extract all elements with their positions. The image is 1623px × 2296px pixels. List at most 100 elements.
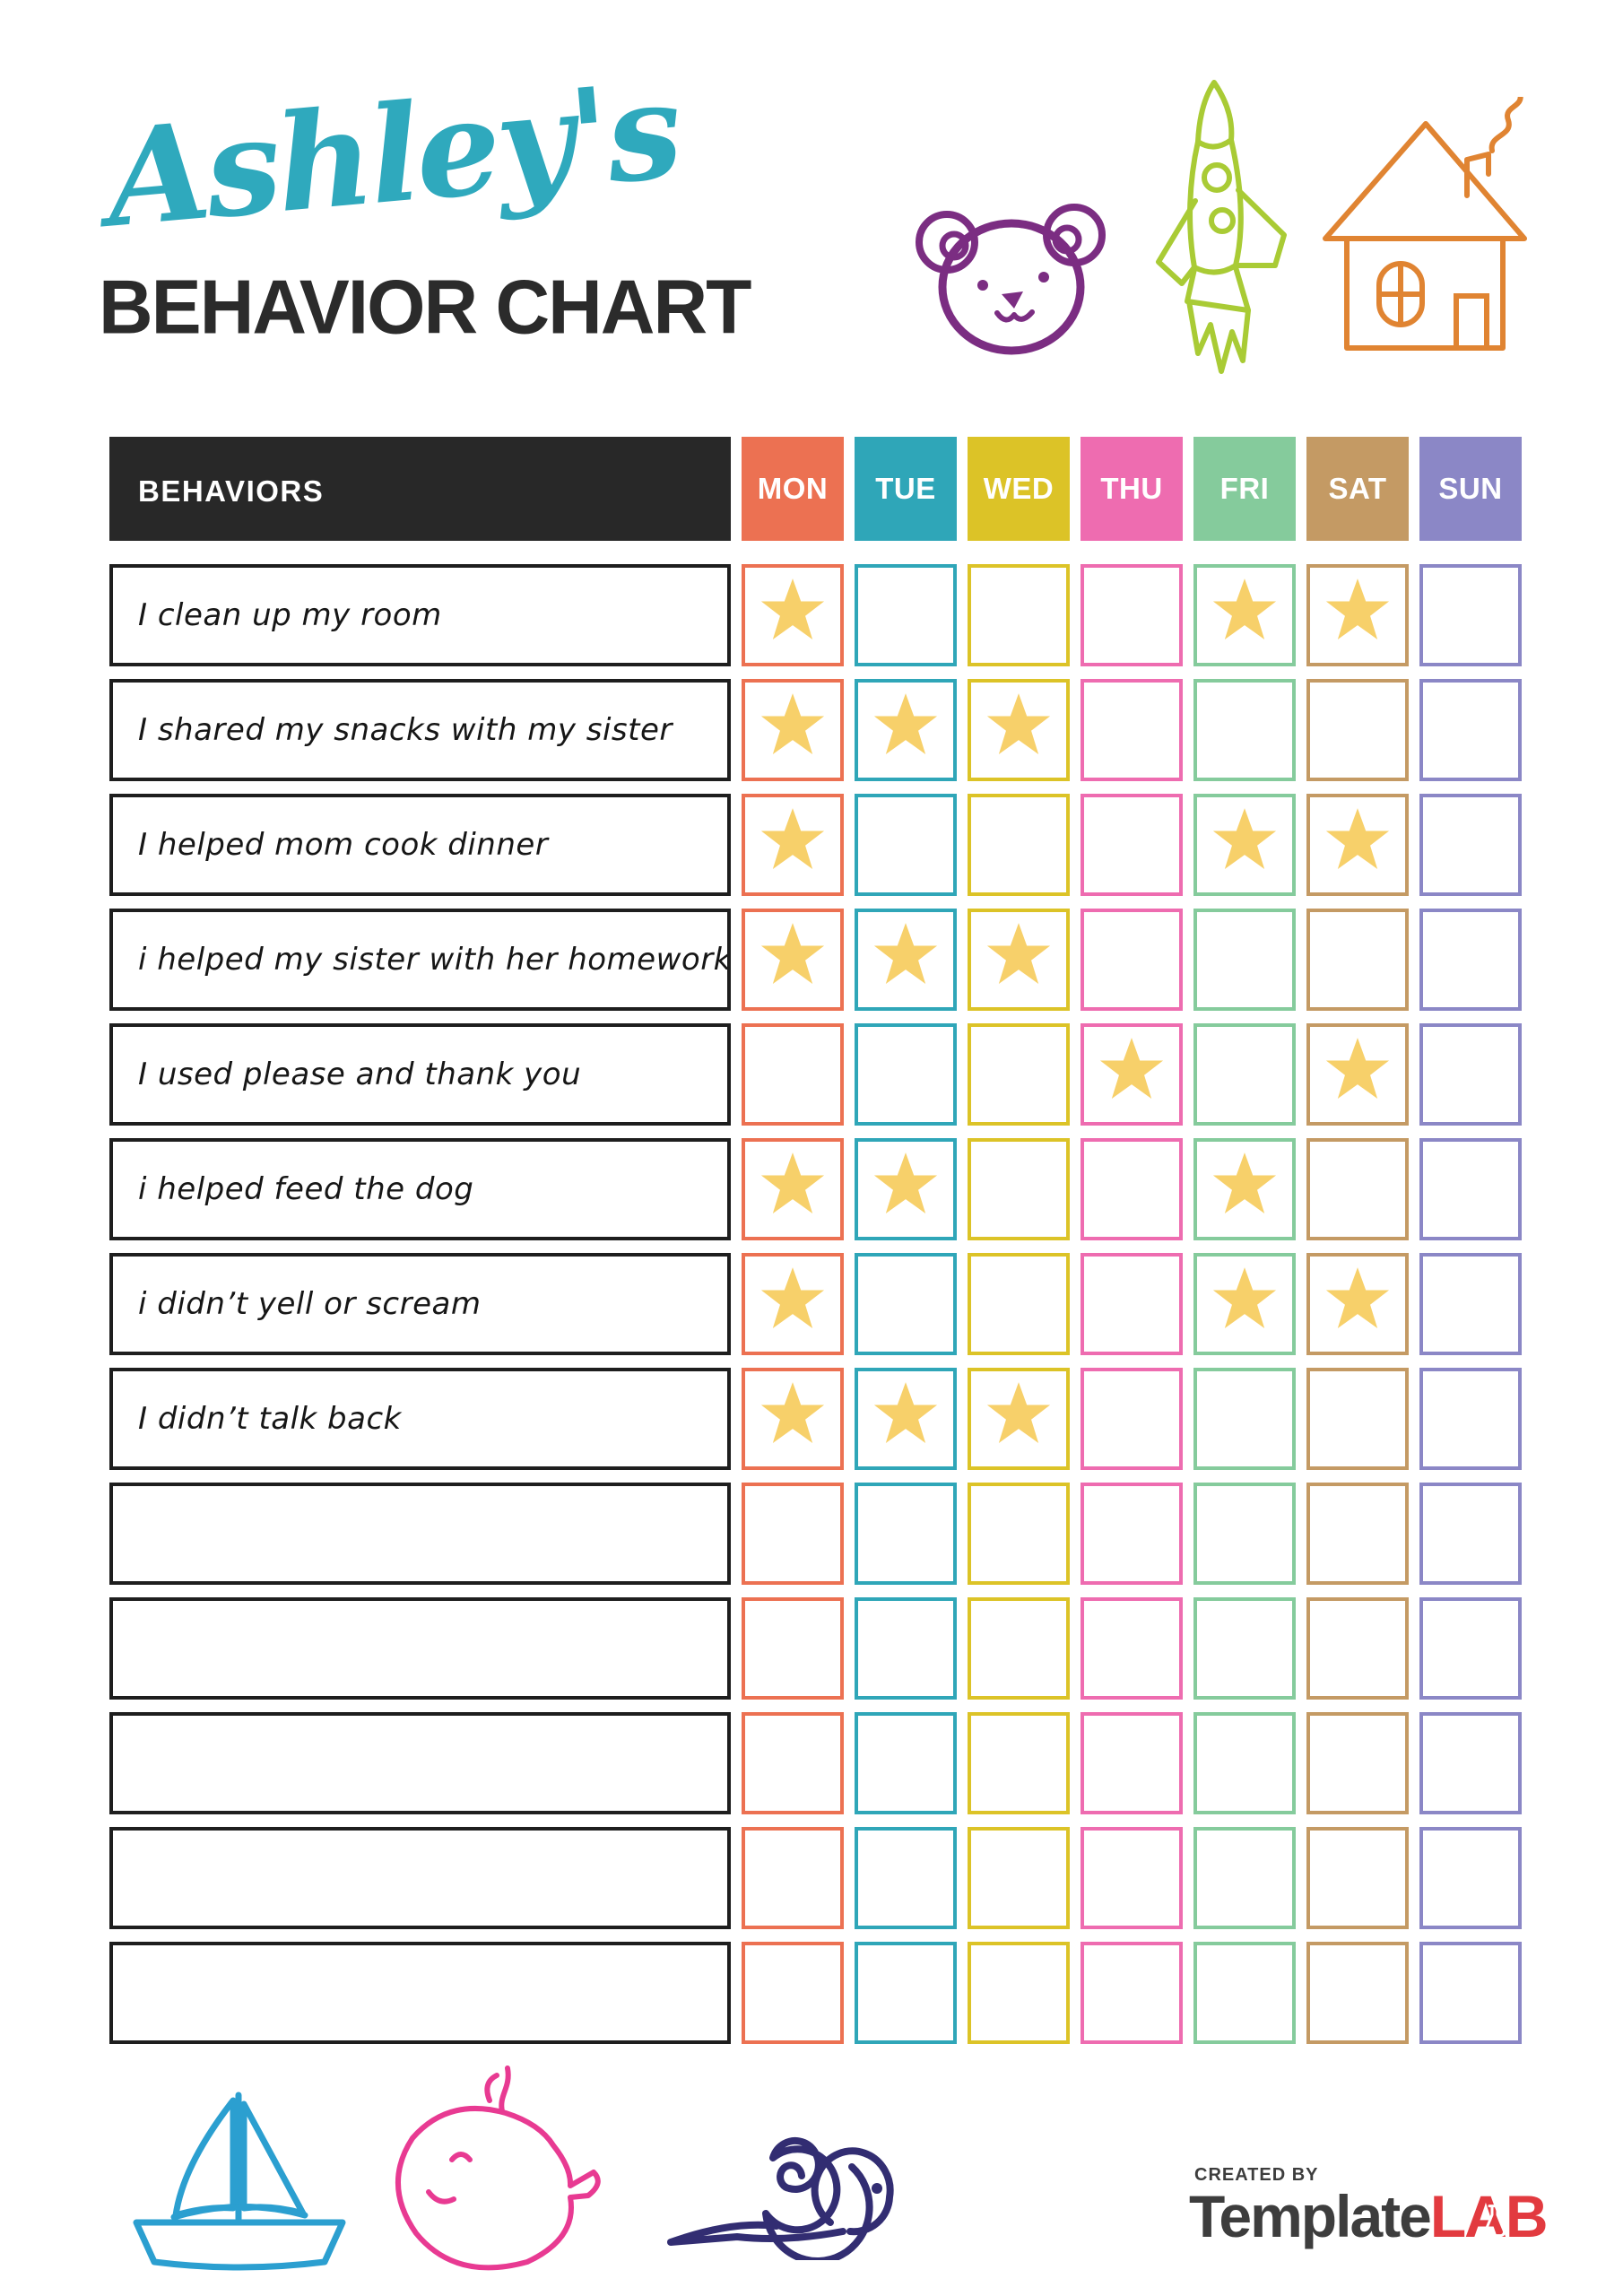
day-cell-fri xyxy=(1193,679,1296,781)
sailboat-icon xyxy=(124,2083,355,2282)
day-cell-sun xyxy=(1419,1023,1522,1126)
day-cell-thu xyxy=(1081,909,1183,1011)
day-cell-wed xyxy=(968,1712,1070,1814)
star-icon xyxy=(1325,578,1390,639)
day-cell-mon xyxy=(742,1253,844,1355)
behavior-row xyxy=(109,1597,1522,1700)
day-cell-sat xyxy=(1306,1138,1409,1240)
behavior-row: I helped mom cook dinner xyxy=(109,794,1522,896)
behavior-label xyxy=(109,1597,731,1700)
day-cell-sun xyxy=(1419,1597,1522,1700)
behavior-row xyxy=(109,1483,1522,1585)
day-cell-wed xyxy=(968,1253,1070,1355)
day-cell-mon xyxy=(742,1827,844,1929)
day-cell-fri xyxy=(1193,1138,1296,1240)
day-cell-sat xyxy=(1306,1023,1409,1126)
day-cell-wed xyxy=(968,1597,1070,1700)
day-cell-fri xyxy=(1193,1483,1296,1585)
star-icon xyxy=(1325,1038,1390,1099)
day-cell-fri xyxy=(1193,1023,1296,1126)
day-cell-wed xyxy=(968,794,1070,896)
star-icon xyxy=(873,923,938,984)
day-cell-fri xyxy=(1193,1942,1296,2044)
star-icon xyxy=(873,1152,938,1213)
day-cell-tue xyxy=(855,1138,957,1240)
day-header-wed: WED xyxy=(968,437,1070,541)
whale-icon xyxy=(369,2056,637,2278)
bear-icon xyxy=(907,187,1115,359)
day-cell-mon xyxy=(742,1368,844,1470)
rows-container: I clean up my room I shared my snacks wit… xyxy=(109,564,1522,2057)
day-header-mon: MON xyxy=(742,437,844,541)
day-cell-tue xyxy=(855,1483,957,1585)
day-cell-tue xyxy=(855,1368,957,1470)
behavior-label: i didn’t yell or scream xyxy=(109,1253,731,1355)
star-icon xyxy=(1212,1267,1277,1328)
day-cell-sun xyxy=(1419,1712,1522,1814)
day-cell-wed xyxy=(968,1138,1070,1240)
behavior-label: i helped my sister with her homework xyxy=(109,909,731,1011)
day-cell-thu xyxy=(1081,1942,1183,2044)
day-cell-mon xyxy=(742,1483,844,1585)
star-icon xyxy=(1325,808,1390,869)
behavior-label: i helped feed the dog xyxy=(109,1138,731,1240)
day-header-sun: SUN xyxy=(1419,437,1522,541)
day-cell-mon xyxy=(742,1712,844,1814)
child-name-title: Ashley's xyxy=(100,51,685,257)
star-icon xyxy=(1212,578,1277,639)
day-cell-tue xyxy=(855,909,957,1011)
day-cell-fri xyxy=(1193,1712,1296,1814)
day-cell-sat xyxy=(1306,1827,1409,1929)
day-cell-sat xyxy=(1306,1368,1409,1470)
day-header-tue: TUE xyxy=(855,437,957,541)
table-header: BEHAVIORS MON TUE WED THU FRI SAT SUN xyxy=(109,437,1522,541)
behavior-row: I used please and thank you xyxy=(109,1023,1522,1126)
day-cell-wed xyxy=(968,1827,1070,1929)
house-icon xyxy=(1309,97,1541,368)
day-cell-mon xyxy=(742,1597,844,1700)
day-cell-tue xyxy=(855,794,957,896)
day-cell-sun xyxy=(1419,1138,1522,1240)
day-cell-sun xyxy=(1419,1827,1522,1929)
star-icon xyxy=(1212,808,1277,869)
day-cell-thu xyxy=(1081,1023,1183,1126)
star-icon xyxy=(1325,1267,1390,1328)
behavior-label xyxy=(109,1942,731,2044)
day-cell-thu xyxy=(1081,679,1183,781)
day-cell-tue xyxy=(855,1827,957,1929)
day-cell-sun xyxy=(1419,679,1522,781)
behavior-label: I shared my snacks with my sister xyxy=(109,679,731,781)
behavior-row: I shared my snacks with my sister xyxy=(109,679,1522,781)
day-cell-thu xyxy=(1081,564,1183,666)
day-header-sat: SAT xyxy=(1306,437,1409,541)
star-icon xyxy=(760,693,825,754)
day-cell-wed xyxy=(968,1368,1070,1470)
page-title: BEHAVIOR CHART xyxy=(99,264,751,350)
behavior-label: I didn’t talk back xyxy=(109,1368,731,1470)
day-cell-mon xyxy=(742,1023,844,1126)
day-cell-fri xyxy=(1193,1827,1296,1929)
day-cell-thu xyxy=(1081,1597,1183,1700)
star-icon xyxy=(1212,1152,1277,1213)
behavior-label xyxy=(109,1483,731,1585)
day-cell-mon xyxy=(742,1138,844,1240)
day-cell-tue xyxy=(855,1023,957,1126)
snail-icon xyxy=(651,2106,922,2260)
day-cell-sat xyxy=(1306,794,1409,896)
behavior-label xyxy=(109,1827,731,1929)
day-cell-mon xyxy=(742,909,844,1011)
day-cell-sat xyxy=(1306,679,1409,781)
day-header-fri: FRI xyxy=(1193,437,1296,541)
day-cell-sat xyxy=(1306,1942,1409,2044)
day-cell-mon xyxy=(742,1942,844,2044)
star-icon xyxy=(760,578,825,639)
day-cell-sat xyxy=(1306,1483,1409,1585)
day-cell-wed xyxy=(968,1023,1070,1126)
day-cell-sat xyxy=(1306,1597,1409,1700)
day-cell-thu xyxy=(1081,1827,1183,1929)
day-cell-sat xyxy=(1306,1712,1409,1814)
day-cell-tue xyxy=(855,1597,957,1700)
day-cell-fri xyxy=(1193,794,1296,896)
brand-lab: LAB xyxy=(1429,2183,1549,2249)
